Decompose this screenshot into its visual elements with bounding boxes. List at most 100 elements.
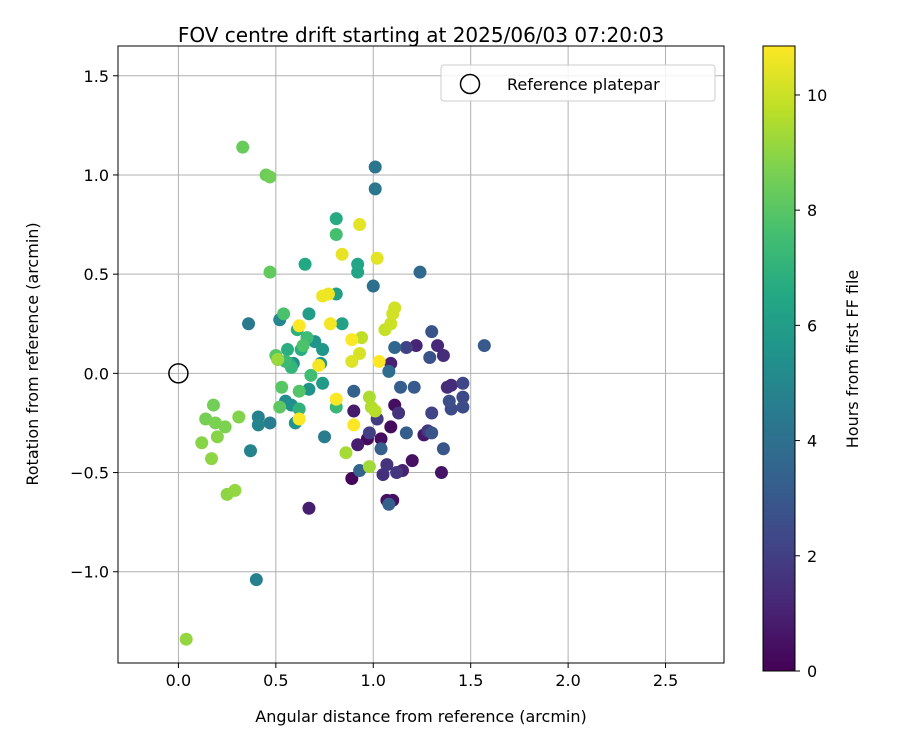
data-point: [302, 382, 316, 396]
data-point: [456, 400, 470, 414]
legend: Reference platepar: [440, 64, 716, 102]
data-point: [242, 317, 256, 331]
data-point: [362, 426, 376, 440]
data-point: [390, 466, 404, 480]
data-point: [384, 420, 398, 434]
reference-platepar-marker: [168, 363, 189, 384]
data-point: [362, 390, 376, 404]
data-point: [431, 339, 445, 353]
data-point: [423, 350, 437, 364]
data-point: [316, 376, 330, 390]
data-point: [292, 402, 306, 416]
data-point: [263, 416, 277, 430]
data-point: [335, 317, 349, 331]
data-point: [228, 483, 242, 497]
data-point: [298, 257, 312, 271]
data-point: [388, 341, 402, 355]
data-point: [353, 464, 367, 478]
data-point: [302, 501, 316, 515]
data-point: [392, 406, 406, 420]
data-point: [251, 418, 265, 432]
data-point: [329, 212, 343, 226]
data-point: [296, 339, 310, 353]
data-point: [302, 307, 316, 321]
data-point: [388, 301, 402, 315]
data-point: [347, 404, 361, 418]
data-point: [292, 384, 306, 398]
data-point: [409, 339, 423, 353]
data-point: [273, 400, 287, 414]
data-point: [292, 412, 306, 426]
x-axis-ticks: 0.0 0.5 1.0 1.5 2.0 2.5: [166, 663, 678, 690]
data-point: [218, 420, 232, 434]
data-point: [329, 392, 343, 406]
y-tick-label: 1.0: [84, 166, 109, 185]
data-point: [236, 140, 250, 154]
x-tick-label: 1.5: [458, 671, 483, 690]
data-point: [281, 343, 295, 357]
data-point: [210, 430, 224, 444]
data-point: [374, 442, 388, 456]
data-point: [366, 279, 380, 293]
data-point: [316, 343, 330, 357]
x-tick-label: 2.0: [555, 671, 580, 690]
data-point: [374, 432, 388, 446]
data-point: [277, 307, 291, 321]
data-point: [368, 182, 382, 196]
y-axis-label: Rotation from reference (arcmin): [23, 222, 42, 485]
data-point: [405, 454, 419, 468]
data-point: [232, 410, 246, 424]
data-point: [407, 380, 421, 394]
data-point: [345, 471, 359, 485]
data-point: [347, 384, 361, 398]
data-point: [208, 416, 222, 430]
data-point: [323, 317, 337, 331]
x-axis-label: Angular distance from reference (arcmin): [255, 707, 586, 726]
data-point: [355, 331, 369, 345]
x-tick-label: 2.5: [653, 671, 678, 690]
colorbar-tick-label: 2: [807, 547, 817, 566]
chart-title: FOV centre drift starting at 2025/06/03 …: [178, 23, 664, 47]
data-point: [339, 446, 353, 460]
data-point: [321, 287, 335, 301]
data-point: [275, 380, 289, 394]
y-tick-label: 0.5: [84, 265, 109, 284]
data-point: [384, 317, 398, 331]
data-point: [347, 418, 361, 432]
data-point: [351, 438, 365, 452]
colorbar-tick-label: 4: [807, 432, 817, 451]
y-tick-label: 1.5: [84, 67, 109, 86]
data-point: [413, 265, 427, 279]
data-point: [477, 339, 491, 353]
data-point: [263, 170, 277, 184]
legend-label: Reference platepar: [507, 75, 660, 94]
data-point: [372, 354, 386, 368]
colorbar-tick-label: 0: [807, 662, 817, 681]
data-point: [353, 347, 367, 361]
data-point: [382, 364, 396, 378]
y-tick-label: −1.0: [70, 563, 109, 582]
data-point: [205, 452, 219, 466]
data-point: [399, 426, 413, 440]
plot-frame: [117, 45, 725, 664]
data-point: [345, 354, 359, 368]
y-tick-label: −0.5: [70, 464, 109, 483]
data-point: [368, 160, 382, 174]
data-point: [362, 460, 376, 474]
data-point: [263, 265, 277, 279]
legend-box: [440, 64, 716, 102]
data-point: [456, 390, 470, 404]
y-tick-label: 0.0: [84, 364, 109, 383]
data-point: [434, 466, 448, 480]
data-point: [244, 444, 258, 458]
data-point: [249, 573, 263, 587]
data-point: [456, 376, 470, 390]
colorbar-tick-label: 8: [807, 201, 817, 220]
data-point: [179, 632, 193, 646]
colorbar-tick-label: 6: [807, 316, 817, 335]
data-point: [436, 442, 450, 456]
colorbar-label: Hours from first FF file: [843, 270, 862, 449]
data-point: [329, 227, 343, 241]
data-point: [368, 404, 382, 418]
data-point: [399, 341, 413, 355]
